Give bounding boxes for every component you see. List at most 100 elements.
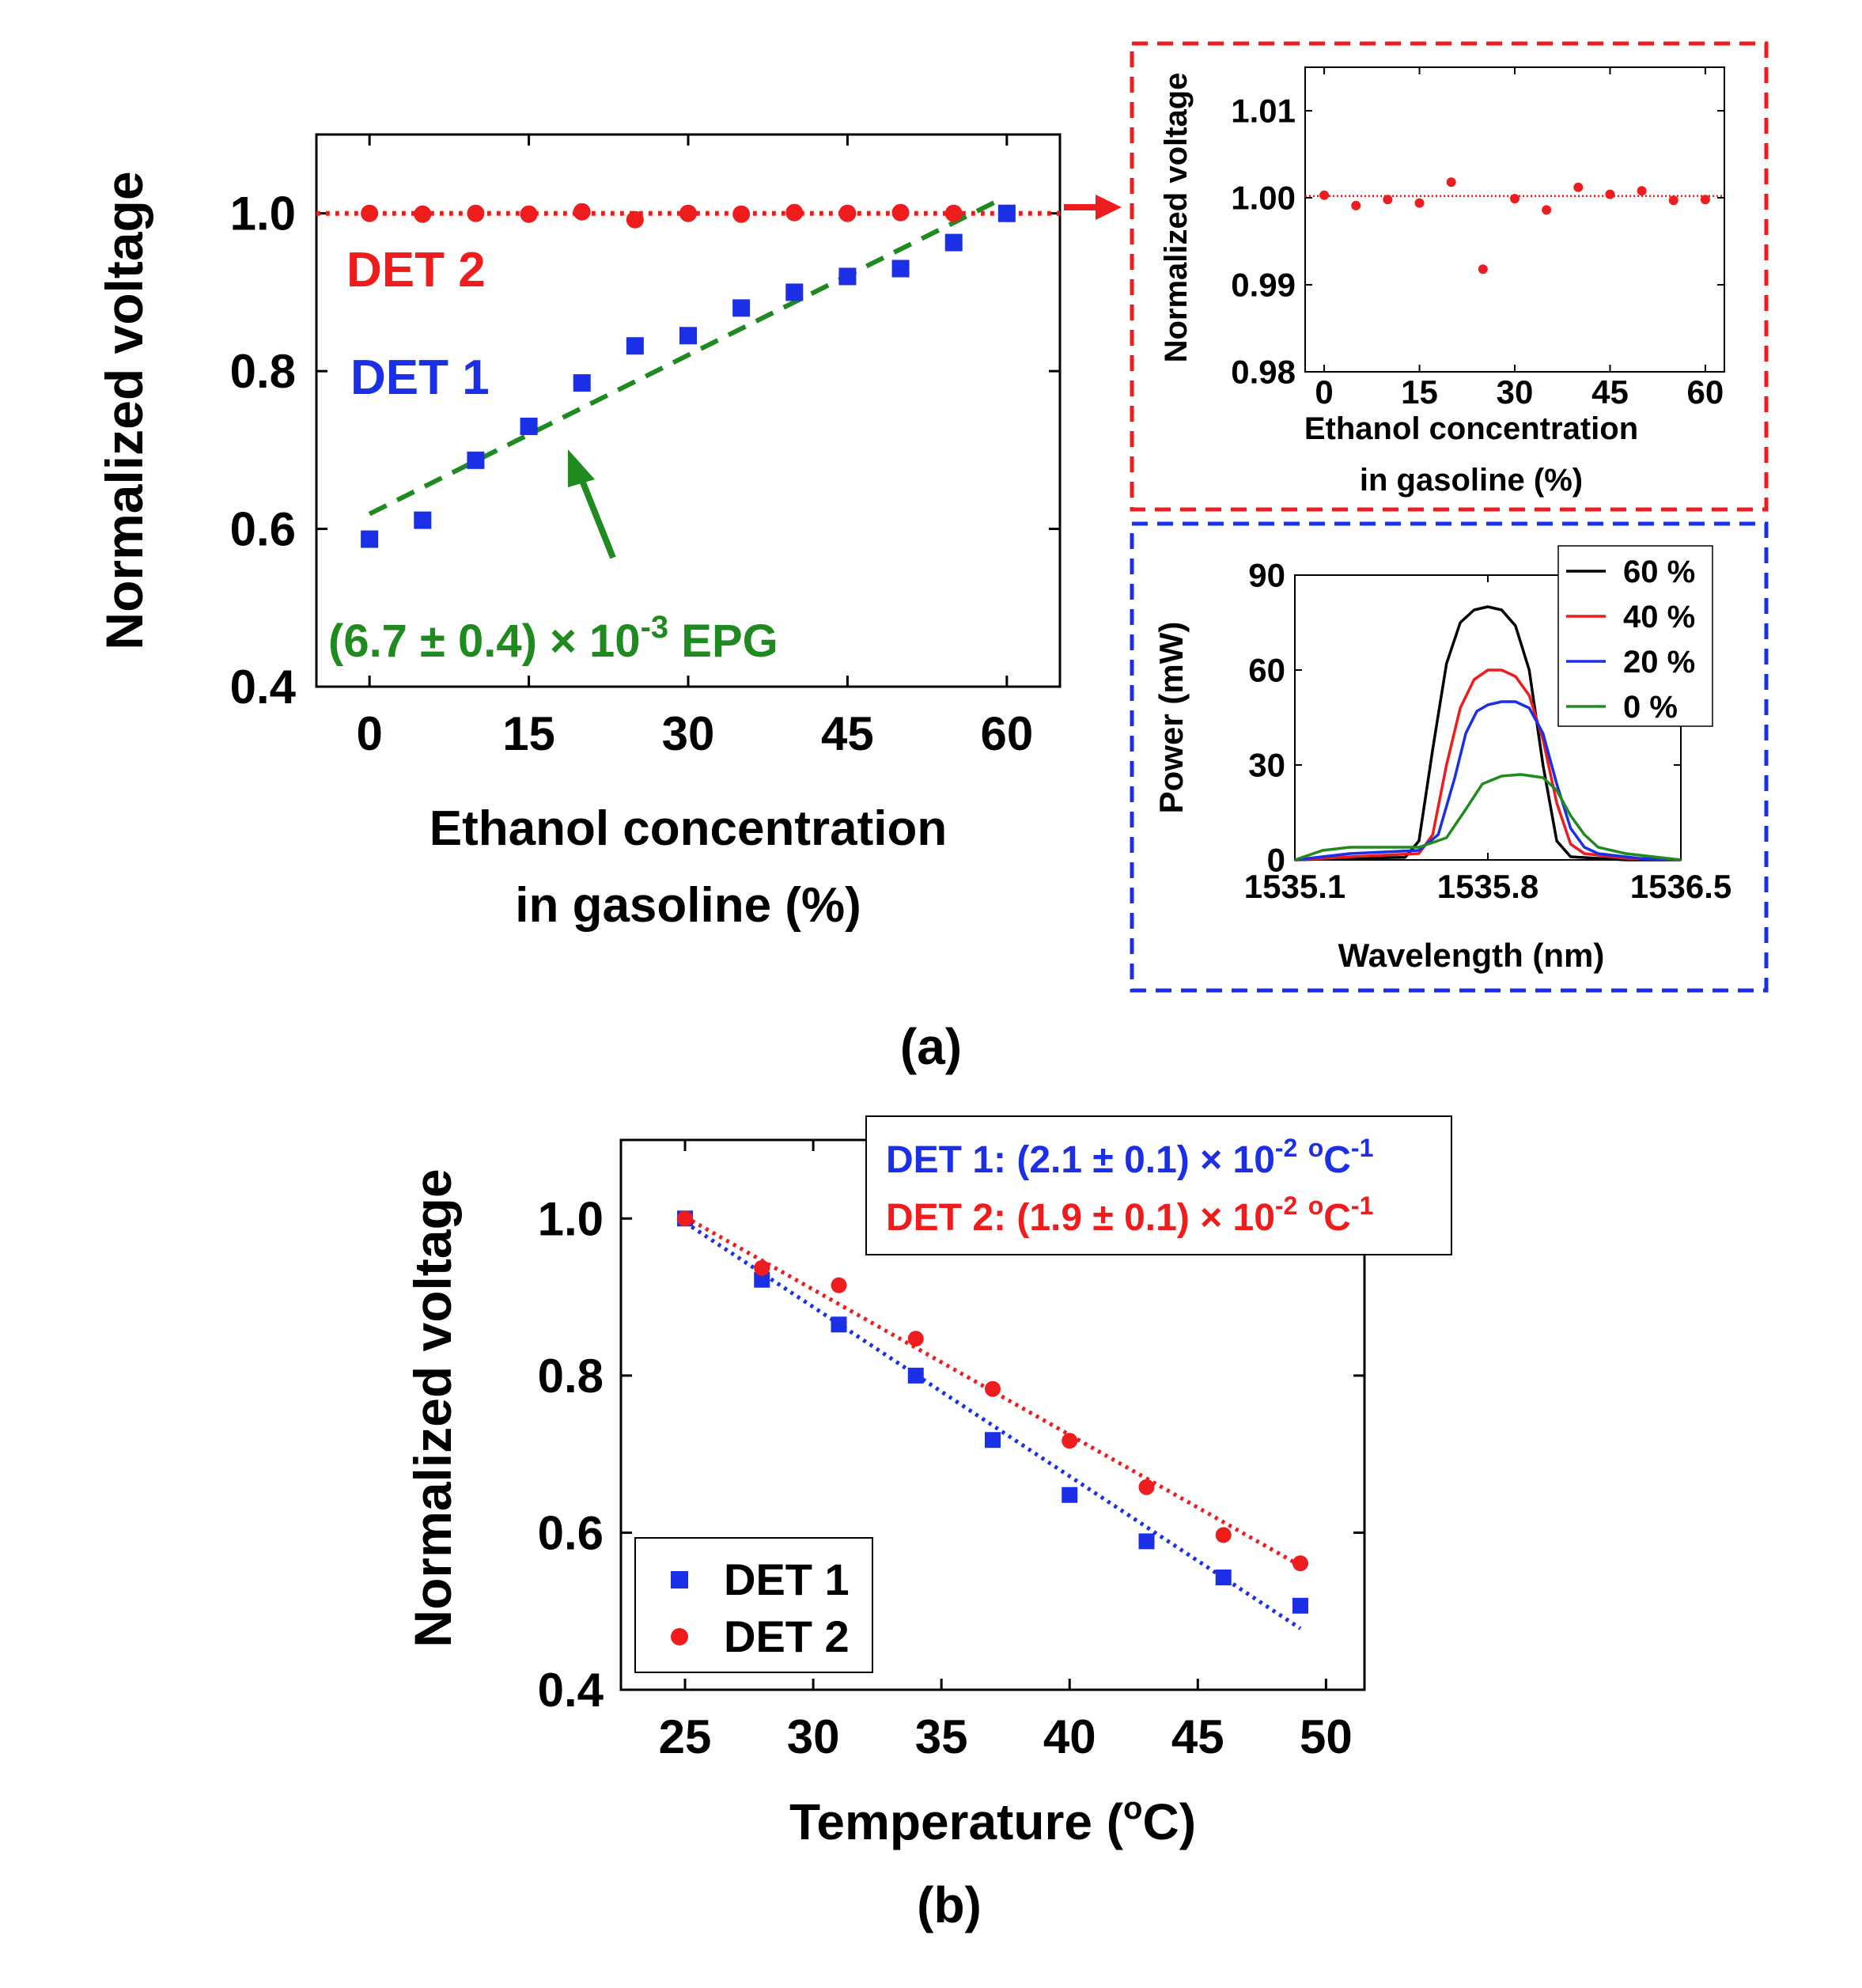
panel-b-slope-det2-mid	[1297, 1197, 1308, 1239]
panel-a-y-axis-label: Normalized voltage	[95, 171, 153, 649]
panel-a-slope-annotation: (6.7 ± 0.4) × 10-3 EPG	[328, 610, 778, 667]
panel-a-det1-fit-line	[368, 199, 997, 517]
panel-b-y-tick-label: 0.6	[538, 1506, 604, 1559]
panel-a-det2-point	[732, 205, 751, 223]
panel-a-det2-point	[520, 205, 538, 223]
panel-b-slope-det1-exp: -2	[1275, 1134, 1297, 1162]
inset-zoom-plot-frame	[1304, 66, 1725, 373]
panel-a-x-axis-label-line1: Ethanol concentration	[430, 801, 947, 856]
panel-b-det2-point	[907, 1331, 924, 1347]
inset-zoom-ticks: 0 15 30 45 60 0.98 0.99 1.00 1.01	[1231, 67, 1724, 411]
inset-zoom-y-axis-label: Normalized voltage	[1159, 73, 1194, 363]
panel-b-y-tick-label: 1.0	[538, 1192, 604, 1245]
inset-spectrum-frame	[1130, 521, 1769, 993]
inset-zoom-det2-point	[1414, 198, 1425, 208]
panel-a-y-tick-label: 1.0	[230, 187, 296, 240]
panel-a-det1-point	[944, 233, 963, 252]
panel-b-x-tick-label: 40	[1043, 1710, 1096, 1763]
panel-b-det2-point	[1292, 1555, 1308, 1572]
panel-a-data-marks	[361, 203, 1016, 548]
panel-b-slope-det2-unit-exp: -1	[1351, 1191, 1373, 1220]
panel-b-det1-point	[754, 1271, 770, 1288]
inset-spectrum-legend-label-0pct: 0 %	[1623, 690, 1678, 725]
inset-spectrum-y-tick-label: 30	[1248, 747, 1285, 784]
inset-spectrum-x-tick-label: 1535.1	[1244, 868, 1345, 905]
panel-b-x-axis-label-degree: o	[1123, 1791, 1142, 1826]
panel-a-y-tick-label: 0.4	[230, 661, 297, 714]
panel-a-slope-annotation-exponent: -3	[641, 610, 669, 645]
inset-zoom-data-marks	[1319, 177, 1710, 275]
panel-a-x-tick-label: 0	[356, 707, 382, 760]
inset-zoom-det2-point	[1637, 186, 1647, 196]
panel-b-slope-det2: DET 2: (1.9 ± 0.1) × 10-2 oC-1	[886, 1191, 1373, 1239]
panel-b-det1-point	[831, 1316, 847, 1333]
inset-zoom-y-tick-label: 0.99	[1231, 267, 1296, 304]
panel-a-det2-point	[944, 204, 963, 222]
panel-a-det2-point	[414, 205, 432, 223]
panel-b-slope-det1-unit: C	[1323, 1139, 1351, 1181]
panel-b-y-tick-label: 0.8	[538, 1350, 604, 1403]
inset-zoom-x-tick-label: 30	[1497, 373, 1534, 411]
panel-b-slope-det1-mid	[1297, 1139, 1308, 1181]
inset-zoom-y-tick-label: 1.01	[1231, 93, 1296, 130]
panel-b-det1-point	[907, 1367, 924, 1384]
inset-spectrum-legend-label-40pct: 40 %	[1623, 600, 1695, 634]
panel-b-slope-det1-prefix: DET 1: (2.1 ± 0.1) × 10	[886, 1139, 1275, 1181]
panel-a-slope-annotation-tail: EPG	[668, 615, 778, 667]
inset-zoom-x-tick-label: 45	[1591, 373, 1629, 411]
inset-spectrum-y-tick-label: 0	[1267, 842, 1285, 879]
inset-zoom-x-axis-label-line1: Ethanol concentration	[1304, 411, 1638, 446]
inset-spectrum-line-0pct	[1294, 773, 1682, 861]
inset-zoom-det2-point	[1351, 200, 1361, 210]
panel-b-slope-det2-unit-degree: o	[1308, 1191, 1324, 1220]
panel-b-legend-box	[634, 1537, 873, 1673]
panel-b-legend-det2-marker	[671, 1628, 688, 1645]
panel-b-y-axis-label: Normalized voltage	[403, 1168, 462, 1647]
panel-a-det1-point	[520, 417, 538, 435]
inset-zoom-det2-point	[1478, 264, 1488, 275]
panel-b-x-axis-label-base: Temperature (	[789, 1793, 1124, 1850]
panel-b-legend-det1-label: DET 1	[724, 1554, 850, 1604]
panel-a-ticks: 0 15 30 45 60 0.4 0.6 0.8 1.0	[230, 134, 1060, 760]
panel-a-label: (a)	[900, 1018, 962, 1075]
panel-a-det1-point	[361, 530, 379, 548]
inset-zoom-det2-point	[1383, 195, 1393, 205]
panel-b-legend-det2-label: DET 2	[724, 1611, 850, 1661]
panel-b-y-tick-label: 0.4	[538, 1664, 604, 1717]
panel-b-x-tick-label: 35	[915, 1710, 968, 1763]
inset-spectrum-y-tick-label: 60	[1248, 652, 1285, 689]
panel-a-det2-point	[467, 204, 485, 222]
inset-spectrum-line-40pct	[1294, 668, 1682, 861]
panel-b-x-axis-label-tail: C)	[1142, 1793, 1196, 1850]
inset-spectrum-legend-label-20pct: 20 %	[1623, 645, 1695, 680]
panel-a-x-axis-label-line2: in gasoline (%)	[515, 878, 861, 933]
panel-b-ticks: 25 30 35 40 45 50 0.4 0.6 0.8 1.0	[538, 1140, 1364, 1763]
inset-zoom-chart: 0 15 30 45 60 0.98 0.99 1.00 1.01 Normalized vol…	[1159, 66, 1725, 498]
panel-a-det1-label: DET 1	[350, 350, 490, 405]
panel-a-det1-point	[997, 204, 1016, 222]
inset-zoom-x-tick-label: 60	[1687, 373, 1724, 411]
inset-zoom-x-axis-label-line2: in gasoline (%)	[1360, 463, 1583, 498]
panel-b-slope-box	[865, 1115, 1452, 1255]
inset-zoom-det2-point	[1573, 182, 1584, 192]
panel-a-det1-point	[891, 259, 910, 278]
panel-a-det2-point	[679, 204, 697, 222]
inset-zoom-det2-point	[1510, 194, 1519, 204]
panel-a-slope-annotation-base: (6.7 ± 0.4) × 10	[328, 615, 641, 667]
inset-spectrum-x-axis-label: Wavelength (nm)	[1338, 937, 1605, 974]
panel-b-x-tick-label: 30	[787, 1710, 840, 1763]
panel-b-det2-point	[831, 1277, 847, 1293]
inset-spectrum-line-20pct	[1294, 700, 1682, 861]
panel-a-det2-point	[785, 203, 804, 222]
panel-a-det1-point	[732, 299, 751, 317]
inset-zoom-y-tick-label: 1.00	[1231, 180, 1296, 217]
panel-a-det1-point	[626, 337, 644, 355]
panel-b-slope-det2-prefix: DET 2: (1.9 ± 0.1) × 10	[886, 1197, 1275, 1239]
panel-a-x-tick-label: 60	[980, 707, 1033, 760]
panel-b-det1-point	[1062, 1486, 1078, 1503]
panel-a-det1-point	[785, 283, 804, 301]
panel-a-det2-label: DET 2	[346, 243, 486, 297]
panel-b-det1-point	[985, 1432, 1001, 1448]
panel-a-det2-point	[838, 204, 857, 222]
